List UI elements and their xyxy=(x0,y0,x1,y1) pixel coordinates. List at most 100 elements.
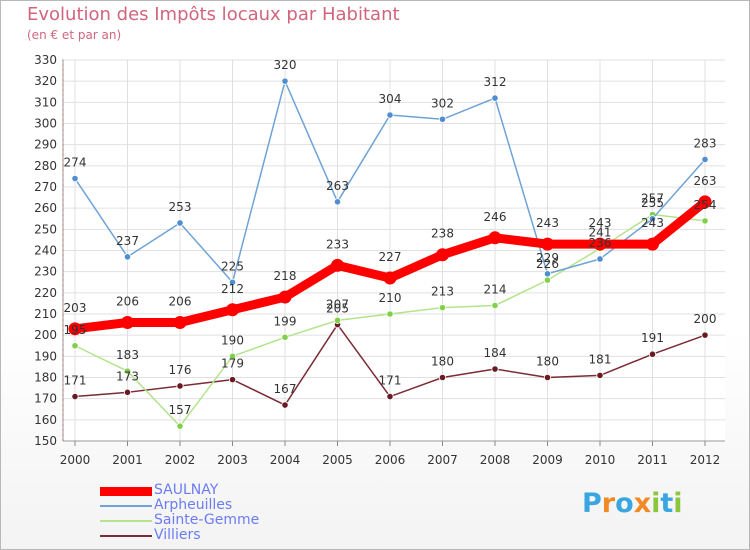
data-label: 225 xyxy=(221,259,244,273)
data-point xyxy=(71,392,79,401)
data-point xyxy=(646,237,659,251)
data-point xyxy=(438,115,447,123)
data-label: 212 xyxy=(221,282,244,296)
data-point xyxy=(438,373,447,382)
data-point xyxy=(386,392,394,401)
data-label: 206 xyxy=(116,294,139,308)
data-label: 302 xyxy=(431,96,454,110)
x-tick-label: 2004 xyxy=(270,453,301,467)
data-label: 173 xyxy=(116,369,139,383)
y-tick-label: 330 xyxy=(34,53,57,67)
data-point xyxy=(701,155,709,164)
x-tick-label: 2009 xyxy=(532,453,563,467)
data-label: 206 xyxy=(169,294,192,308)
x-tick-label: 2006 xyxy=(375,453,406,467)
data-point xyxy=(228,352,237,360)
data-label: 213 xyxy=(431,285,454,299)
y-tick-label: 170 xyxy=(34,392,57,406)
data-label: 227 xyxy=(379,250,402,264)
data-label: 233 xyxy=(326,237,349,251)
data-label: 243 xyxy=(536,216,559,230)
y-tick-label: 310 xyxy=(34,95,57,109)
x-tick-label: 2007 xyxy=(427,453,458,467)
data-label: 171 xyxy=(64,374,87,388)
data-point xyxy=(491,94,499,102)
y-tick-label: 260 xyxy=(34,201,57,215)
data-label: 241 xyxy=(589,225,612,239)
x-tick-label: 2002 xyxy=(165,453,196,467)
data-label: 179 xyxy=(221,357,244,371)
data-point xyxy=(123,253,132,261)
data-point xyxy=(593,237,607,251)
data-label: 255 xyxy=(641,196,664,210)
data-label: 304 xyxy=(379,92,402,106)
data-point xyxy=(331,258,344,272)
data-label: 214 xyxy=(484,283,507,297)
data-point xyxy=(123,367,132,375)
data-label: 238 xyxy=(431,227,454,241)
y-tick-label: 230 xyxy=(34,265,57,279)
y-tick-label: 280 xyxy=(34,159,57,173)
data-point xyxy=(173,315,187,329)
data-point xyxy=(701,331,709,339)
data-label: 199 xyxy=(274,314,297,328)
data-point xyxy=(228,376,237,384)
data-label: 176 xyxy=(169,363,192,377)
data-point xyxy=(596,255,604,263)
logo-letter: r xyxy=(601,488,616,519)
y-tick-label: 210 xyxy=(34,307,57,321)
data-point xyxy=(701,217,709,225)
y-tick-label: 160 xyxy=(34,413,57,427)
y-tick-label: 270 xyxy=(34,180,57,194)
logo-letter: t xyxy=(660,488,674,519)
x-tick-label: 2005 xyxy=(322,453,353,467)
data-point xyxy=(436,248,449,262)
y-tick-label: 300 xyxy=(34,117,57,131)
data-point xyxy=(333,316,342,324)
data-label: 184 xyxy=(484,346,507,360)
data-label: 200 xyxy=(694,312,717,326)
data-label: 243 xyxy=(641,216,664,230)
data-label: 195 xyxy=(64,323,87,337)
data-point xyxy=(228,278,237,286)
data-label: 243 xyxy=(589,216,612,230)
data-label: 181 xyxy=(589,352,612,366)
data-point xyxy=(491,301,499,310)
x-tick-label: 2010 xyxy=(585,453,616,467)
proxiti-logo: Proxiti xyxy=(582,488,683,519)
legend-label-saulnay: SAULNAY xyxy=(154,482,219,498)
data-point xyxy=(281,77,289,85)
data-label: 183 xyxy=(116,348,139,362)
data-point xyxy=(176,382,184,390)
data-label: 237 xyxy=(116,234,139,248)
legend-swatch-saulnay xyxy=(100,487,152,496)
data-label: 257 xyxy=(641,192,664,206)
y-tick-label: 180 xyxy=(34,371,57,385)
legend-label-sainte-gemme: Sainte-Gemme xyxy=(154,512,260,528)
legend-swatch-arpheuilles xyxy=(100,505,152,507)
data-point xyxy=(176,219,184,227)
data-label: 312 xyxy=(484,75,507,89)
logo-letter: i xyxy=(651,488,661,519)
data-label: 190 xyxy=(221,333,244,347)
data-point xyxy=(71,342,79,350)
chart-subtitle: (en € et par an) xyxy=(27,28,122,42)
legend-label-villiers: Villiers xyxy=(154,527,201,543)
data-point xyxy=(281,333,289,341)
logo-letter: P xyxy=(582,488,602,519)
legend-label-arpheuilles: Arpheuilles xyxy=(154,497,233,513)
data-label: 167 xyxy=(274,382,297,396)
data-label: 218 xyxy=(274,269,297,283)
data-point xyxy=(648,215,657,223)
data-point xyxy=(226,303,239,317)
y-tick-label: 150 xyxy=(34,434,57,448)
data-point xyxy=(543,276,552,284)
x-tick-label: 2012 xyxy=(690,453,721,467)
data-point xyxy=(68,322,82,336)
data-point xyxy=(71,174,79,183)
x-tick-label: 2011 xyxy=(637,453,668,467)
y-tick-label: 190 xyxy=(34,349,57,363)
data-point xyxy=(541,237,554,251)
data-label: 205 xyxy=(326,302,349,316)
logo-letter: x xyxy=(633,488,652,519)
